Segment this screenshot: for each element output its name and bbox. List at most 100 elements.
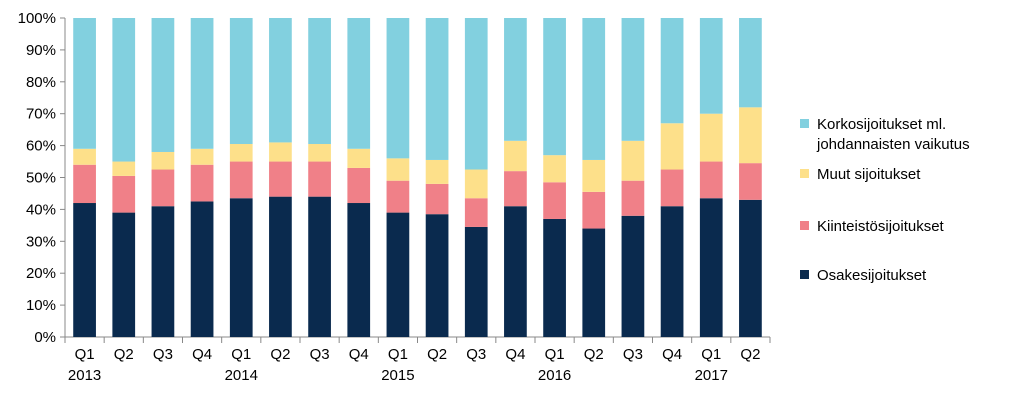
x-tick-label: Q4 [662,346,682,363]
bar-segment [699,113,723,162]
y-tick-label: 20% [26,265,56,282]
bar-segment [269,161,292,197]
bar-segment [386,158,410,181]
legend-label: Kiinteistösijoitukset [817,218,945,235]
y-tick-label: 10% [26,297,56,314]
y-tick-label: 70% [26,106,56,123]
bar-segment [112,175,136,213]
bar-segment [190,148,214,165]
legend-swatch [800,221,809,230]
bar-segment [739,18,762,108]
bar-segment [112,18,136,162]
bar-segment [308,18,331,145]
y-tick-label: 50% [26,170,56,187]
y-tick-label: 90% [26,42,56,59]
bar-segment [73,148,96,165]
x-tick-label: Q1 [231,346,251,363]
bar-segment [190,18,214,149]
bar-segment [582,228,606,337]
legend-swatch [800,119,809,128]
bar-segment [190,201,214,337]
x-tick-label: Q3 [623,346,643,363]
bar-segment [464,18,488,170]
x-year-label: 2014 [225,367,258,384]
bar-segment [151,169,175,207]
bar-segment [504,171,527,207]
x-year-label: 2016 [538,367,571,384]
bar-segment [660,206,684,337]
y-tick-label: 100% [18,10,56,27]
bar-segment [464,169,488,199]
bar-segment [739,199,762,337]
bar-segment [308,161,331,197]
x-tick-label: Q1 [388,346,408,363]
x-tick-label: Q2 [270,346,290,363]
y-tick-label: 80% [26,74,56,91]
bar-segment [229,161,253,199]
bar-segment [269,142,292,162]
bar-segment [347,148,371,168]
bar-segment [112,161,136,176]
y-tick-label: 0% [34,329,56,346]
bar-segment [739,107,762,164]
bar-segment [660,18,684,124]
bar-segment [386,212,410,337]
bar-segment [543,155,566,183]
bar-segment [112,212,136,337]
bar-segment [582,191,606,229]
bar-segment [229,18,253,145]
bar-segment [621,215,645,337]
bar-segment [660,123,684,170]
legend-label: johdannaisten vaikutus [816,136,970,153]
bar-segment [347,167,371,204]
x-tick-label: Q1 [545,346,565,363]
bar-segment [739,163,762,200]
bar-segment [621,140,645,181]
bar-segment [308,196,331,337]
x-tick-label: Q1 [75,346,95,363]
bar-segment [73,164,96,204]
bar-segment [621,180,645,216]
bar-segment [151,206,175,337]
legend-label: Muut sijoitukset [817,166,921,183]
bar-segment [347,18,371,149]
bar-segment [229,144,253,162]
bar-segment [425,159,449,184]
x-tick-label: Q2 [114,346,134,363]
x-tick-label: Q2 [584,346,604,363]
x-tick-label: Q2 [427,346,447,363]
bar-segment [699,198,723,337]
x-tick-label: Q4 [349,346,369,363]
legend-swatch [800,169,809,178]
bar-segment [425,214,449,337]
bar-segment [425,183,449,215]
y-tick-label: 30% [26,233,56,250]
legend-label: Osakesijoitukset [817,267,927,284]
bar-segment [464,226,488,337]
bar-segment [386,180,410,213]
bar-segment [543,182,566,219]
bar-segment [699,161,723,199]
bar-segment [73,203,96,337]
x-tick-label: Q3 [153,346,173,363]
bar-segment [504,18,527,141]
bar-segment [386,18,410,159]
bar-segment [190,164,214,202]
y-tick-label: 60% [26,138,56,155]
x-tick-label: Q4 [505,346,525,363]
bar-segment [543,218,566,337]
bar-segment [504,140,527,172]
bar-segment [660,169,684,207]
bar-segment [73,18,96,149]
x-tick-label: Q2 [740,346,760,363]
bar-segment [621,18,645,141]
x-tick-label: Q3 [466,346,486,363]
bar-segment [308,144,331,162]
bar-segment [347,203,371,337]
bar-segment [582,18,606,160]
x-tick-label: Q1 [701,346,721,363]
bar-segment [504,206,527,337]
x-year-label: 2015 [381,367,414,384]
